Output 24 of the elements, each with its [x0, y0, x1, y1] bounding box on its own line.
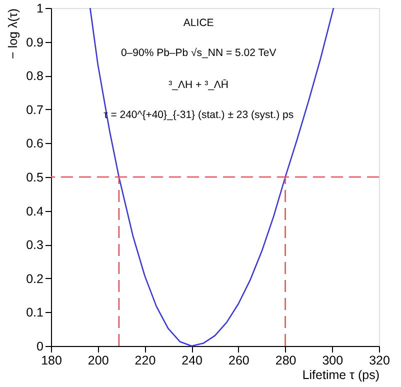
y-tick-label: 0.6 — [26, 136, 44, 151]
y-tick-label: 0.9 — [26, 35, 44, 50]
x-axis-title: Lifetime τ (ps) — [302, 368, 380, 382]
x-tick-label: 200 — [88, 354, 109, 368]
y-axis-title: − log λ(τ) — [6, 8, 20, 59]
x-tick-label: 320 — [369, 354, 390, 368]
y-tick-label: 0.8 — [26, 69, 44, 84]
x-tick-label: 300 — [322, 354, 344, 368]
y-tick-label: 1 — [36, 2, 44, 16]
x-tick-label: 280 — [275, 354, 296, 368]
y-tick-label: 0 — [36, 340, 44, 354]
x-tick-label: 260 — [228, 354, 250, 368]
annotation: 0–90% Pb–Pb √s_NN = 5.02 TeV — [120, 47, 276, 59]
annotation: ALICE — [183, 17, 214, 29]
y-tick-label: 0.4 — [26, 204, 44, 218]
x-tick-label: 220 — [134, 354, 156, 368]
x-tick-label: 240 — [182, 354, 203, 368]
y-tick-label: 0.7 — [26, 102, 44, 117]
x-tick-label: 180 — [41, 354, 62, 368]
y-tick-label: 0.5 — [26, 170, 44, 184]
annotation: ³_ΛH + ³_ΛH̄ — [168, 79, 229, 91]
y-tick-label: 0.2 — [26, 272, 44, 286]
y-tick-label: 0.3 — [26, 238, 44, 252]
y-tick-label: 0.1 — [26, 306, 44, 320]
